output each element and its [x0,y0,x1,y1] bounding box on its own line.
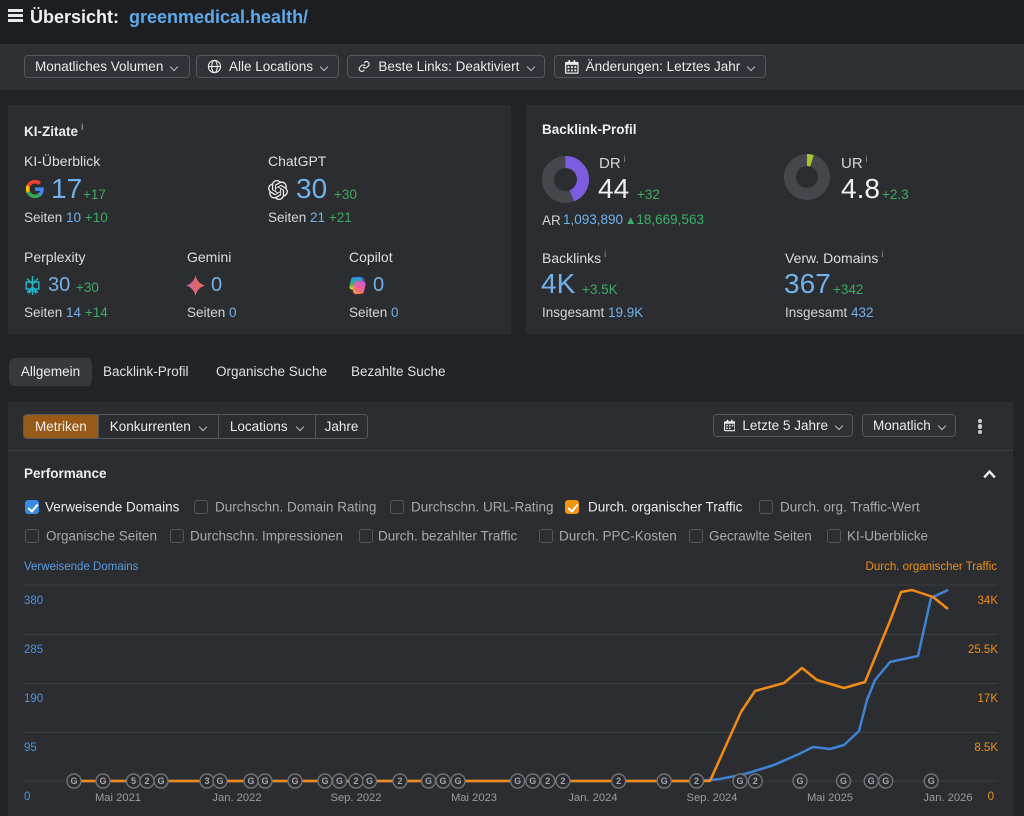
svg-text:G: G [157,776,164,786]
svg-text:G: G [247,776,254,786]
svg-text:G: G [425,776,432,786]
svg-text:285: 285 [24,644,43,656]
svg-text:Mai 2023: Mai 2023 [451,792,497,804]
svg-text:2: 2 [144,776,149,786]
svg-text:2: 2 [397,776,402,786]
svg-text:G: G [366,776,373,786]
svg-text:G: G [868,776,875,786]
svg-text:G: G [99,776,106,786]
svg-text:Sep. 2022: Sep. 2022 [330,792,381,804]
svg-text:8.5K: 8.5K [974,742,998,754]
svg-text:G: G [529,776,536,786]
svg-text:G: G [216,776,223,786]
svg-text:G: G [736,776,743,786]
svg-text:0: 0 [24,791,30,803]
svg-text:2: 2 [353,776,358,786]
svg-text:380: 380 [24,595,43,607]
svg-text:Mai 2021: Mai 2021 [95,792,141,804]
svg-text:2: 2 [616,776,621,786]
svg-text:G: G [321,776,328,786]
svg-text:G: G [439,776,446,786]
svg-text:G: G [840,776,847,786]
svg-text:G: G [336,776,343,786]
svg-text:34K: 34K [978,595,999,607]
svg-text:17K: 17K [978,693,999,705]
svg-text:95: 95 [24,742,37,754]
svg-text:G: G [661,776,668,786]
svg-text:Jan. 2026: Jan. 2026 [923,792,972,804]
svg-text:G: G [291,776,298,786]
svg-text:190: 190 [24,693,43,705]
svg-text:Mai 2025: Mai 2025 [807,792,853,804]
svg-text:G: G [261,776,268,786]
svg-text:2: 2 [545,776,550,786]
svg-text:G: G [514,776,521,786]
svg-text:G: G [882,776,889,786]
svg-text:G: G [70,776,77,786]
svg-text:Jan. 2022: Jan. 2022 [212,792,261,804]
svg-text:G: G [796,776,803,786]
svg-text:G: G [928,776,935,786]
svg-text:G: G [454,776,461,786]
svg-text:5: 5 [131,776,136,786]
svg-text:Jan. 2024: Jan. 2024 [568,792,617,804]
svg-text:3: 3 [204,776,209,786]
svg-text:2: 2 [694,776,699,786]
svg-text:2: 2 [560,776,565,786]
svg-text:Sep. 2024: Sep. 2024 [686,792,737,804]
svg-text:2: 2 [753,776,758,786]
svg-text:0: 0 [988,791,994,803]
svg-text:25.5K: 25.5K [968,644,998,656]
